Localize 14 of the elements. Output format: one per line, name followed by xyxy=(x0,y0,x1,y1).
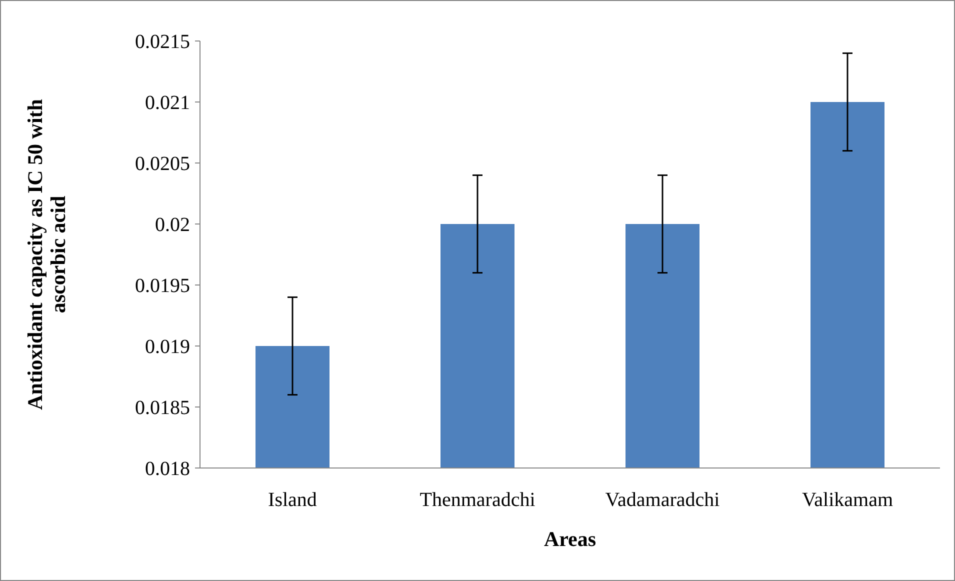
x-tick-label: Valikamam xyxy=(802,489,894,511)
y-tick-label: 0.018 xyxy=(145,458,190,480)
x-tick-label: Vadamaradchi xyxy=(605,489,720,511)
x-tick-label: Island xyxy=(268,489,317,511)
y-tick-label: 0.02 xyxy=(155,214,190,236)
x-tick-label: Thenmaradchi xyxy=(420,489,536,511)
y-tick-label: 0.0185 xyxy=(135,397,190,419)
y-tick-label: 0.0205 xyxy=(135,153,190,175)
y-tick-label: 0.0195 xyxy=(135,275,190,297)
x-axis-title: Areas xyxy=(544,527,596,551)
y-tick-label: 0.021 xyxy=(145,92,190,114)
y-axis-title: Antioxidant capacity as IC 50 with ascorbic acid xyxy=(23,98,70,410)
y-tick-label: 0.019 xyxy=(145,336,190,358)
y-tick-label: 0.0215 xyxy=(135,31,190,53)
